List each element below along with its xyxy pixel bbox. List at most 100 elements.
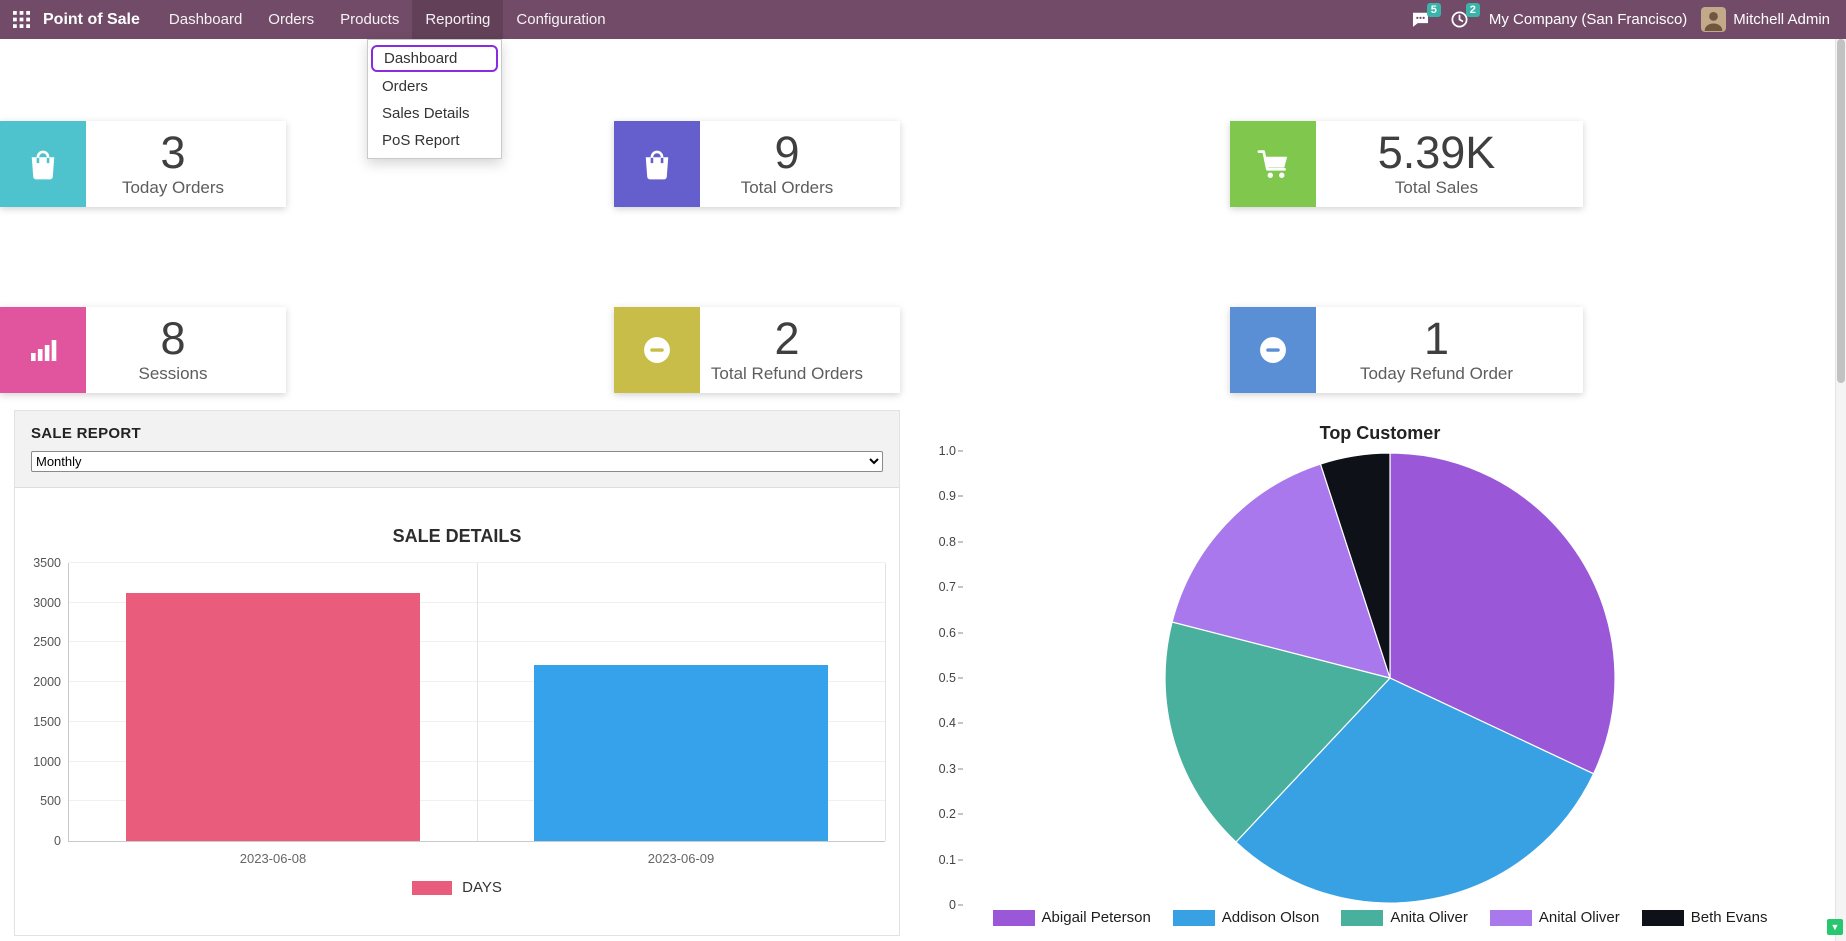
menu-configuration[interactable]: Configuration — [516, 11, 606, 28]
scroll-down-button[interactable]: ▼ — [1827, 919, 1843, 935]
pie-slice-anital-oliver[interactable] — [1171, 463, 1391, 679]
bar-chart-card: SALE DETAILS 0 500 1000 1500 2000 2500 3000 350… — [15, 487, 899, 935]
kpi-body: 5.39K Total Sales — [1316, 121, 1583, 207]
messages-icon[interactable]: 5 — [1401, 0, 1441, 39]
pie-legend-item-beth-evans[interactable]: Beth Evans — [1641, 909, 1767, 926]
pie-y-tick-label: 0.8 — [938, 534, 956, 549]
pie-chart-plot-area: 0 0.1 0.2 0.3 0.4 0.5 0.6 0.7 0.8 0.9 1.0 — [938, 444, 1820, 912]
bar-2023-06-09[interactable] — [534, 664, 828, 841]
page-scrollbar[interactable] — [1835, 0, 1846, 941]
pie-y-tick-label: 0.2 — [938, 807, 956, 822]
pie-chart-title: Top Customer — [1319, 423, 1441, 443]
kpi-value: 3 — [160, 127, 186, 178]
legend-swatch — [1489, 909, 1532, 926]
activities-icon[interactable]: 2 — [1440, 0, 1480, 39]
reporting-menu-item-dashboard[interactable]: Dashboard — [371, 45, 498, 72]
kpi-card-total-refund-orders[interactable]: 2 Total Refund Orders — [614, 307, 900, 393]
pie-slice-abigail-peterson[interactable] — [1389, 452, 1616, 775]
navbar-right: 5 2 My Company (San Francisco) — [1401, 0, 1846, 39]
legend-swatch — [1341, 909, 1384, 926]
pie-legend-item-anital-oliver[interactable]: Anital Oliver — [1489, 909, 1620, 926]
menu-orders[interactable]: Orders — [268, 11, 315, 28]
chevron-down-icon: ▼ — [1830, 922, 1840, 932]
app-brand[interactable]: Point of Sale — [43, 10, 140, 28]
pie-y-tick-label: 1.0 — [938, 444, 956, 458]
kpi-body: 3 Today Orders — [86, 121, 286, 207]
legend-label: DAYS — [462, 879, 502, 896]
bar-y-tick-label: 1500 — [33, 714, 61, 729]
kpi-card-sessions[interactable]: 8 Sessions — [0, 307, 286, 393]
bar-y-tick-label: 0 — [54, 834, 61, 848]
pie-slice-anita-oliver[interactable] — [1164, 621, 1392, 843]
kpi-label: Sessions — [138, 364, 208, 383]
pie-y-tick-mark — [958, 450, 963, 452]
messages-badge: 5 — [1426, 3, 1441, 17]
menu-dashboard[interactable]: Dashboard — [168, 11, 243, 28]
pie-y-tick-label: 0.6 — [938, 625, 956, 640]
kpi-value: 8 — [160, 313, 186, 364]
pie-legend-item-anita-oliver[interactable]: Anita Oliver — [1341, 909, 1468, 926]
pie-y-tick-mark — [958, 586, 963, 588]
kpi-card-total-sales[interactable]: 5.39K Total Sales — [1230, 121, 1583, 207]
pie-y-tick-label: 0.4 — [938, 716, 956, 731]
kpi-value: 9 — [774, 127, 800, 178]
reporting-menu-item-sales-details[interactable]: Sales Details — [382, 105, 470, 122]
kpi-label: Total Sales — [1394, 178, 1479, 197]
pie-y-tick-mark — [958, 677, 963, 679]
user-name: Mitchell Admin — [1733, 11, 1830, 28]
kpi-label: Total Orders — [740, 178, 834, 197]
kpi-body: 2 Total Refund Orders — [700, 307, 900, 393]
menu-reporting[interactable]: Reporting — [412, 0, 504, 39]
pie-legend-item-addison-olson[interactable]: Addison Olson — [1172, 909, 1319, 926]
kpi-icon-box — [1230, 307, 1316, 393]
bar-chart-title: SALE DETAILS — [392, 526, 522, 546]
kpi-card-today-refund-order[interactable]: 1 Today Refund Order — [1230, 307, 1583, 393]
pie-y-tick-mark — [958, 768, 963, 770]
kpi-label: Total Refund Orders — [710, 364, 864, 383]
reporting-menu-item-orders[interactable]: Orders — [382, 78, 428, 95]
pie-slice-addison-olson[interactable] — [1235, 677, 1595, 904]
user-avatar — [1701, 7, 1727, 32]
pie-y-tick-mark — [958, 632, 963, 634]
navbar-left: Point of Sale Dashboard Orders Products Rep… — [0, 0, 619, 39]
shopping-bag-icon — [31, 150, 55, 180]
legend-swatch — [992, 909, 1035, 926]
gridline-h — [69, 562, 885, 563]
pie-y-tick-mark — [958, 495, 963, 497]
pie-slice-beth-evans[interactable] — [1319, 452, 1391, 679]
pie-y-tick-label: 0.3 — [938, 761, 956, 776]
pie-y-tick-label: 0 — [949, 898, 956, 912]
bar-y-tick-label: 3500 — [33, 556, 61, 570]
pie-legend-item-abigail-peterson[interactable]: Abigail Peterson — [992, 909, 1151, 926]
bar-x-tick-label: 2023-06-09 — [647, 851, 715, 866]
bar-y-tick-label: 2000 — [33, 675, 61, 690]
bar-chart-legend[interactable]: DAYS — [15, 879, 899, 896]
kpi-card-total-orders[interactable]: 9 Total Orders — [614, 121, 900, 207]
grid-icon — [13, 11, 30, 28]
period-select[interactable]: Monthly — [31, 451, 883, 472]
kpi-body: 1 Today Refund Order — [1316, 307, 1583, 393]
main-menu: Dashboard Orders Products Reporting Configur… — [156, 0, 619, 39]
sale-report-title: SALE REPORT — [31, 425, 141, 442]
menu-products[interactable]: Products — [340, 11, 400, 28]
company-switcher[interactable]: My Company (San Francisco) — [1488, 11, 1688, 28]
kpi-icon-box — [0, 307, 86, 393]
user-menu[interactable]: Mitchell Admin — [1697, 7, 1834, 32]
scrollbar-thumb[interactable] — [1837, 39, 1845, 383]
bar-chart-icon — [31, 340, 57, 361]
reporting-menu-item-pos-report[interactable]: PoS Report — [382, 132, 460, 149]
pie-y-tick-mark — [958, 904, 963, 906]
kpi-card-today-orders[interactable]: 3 Today Orders — [0, 121, 286, 207]
bar-y-tick-label: 3000 — [33, 595, 61, 610]
clock-icon — [1451, 11, 1468, 28]
pie-y-tick-mark — [958, 813, 963, 815]
bar-x-tick-label: 2023-06-08 — [239, 851, 307, 866]
legend-swatch — [412, 880, 453, 895]
pie-y-tick-mark — [958, 541, 963, 543]
reporting-dropdown-menu: Dashboard Orders Sales Details PoS Report — [367, 39, 502, 159]
kpi-value: 2 — [774, 313, 800, 364]
shopping-bag-icon — [645, 150, 669, 180]
apps-menu-icon[interactable] — [0, 0, 43, 39]
bar-2023-06-08[interactable] — [126, 593, 420, 841]
